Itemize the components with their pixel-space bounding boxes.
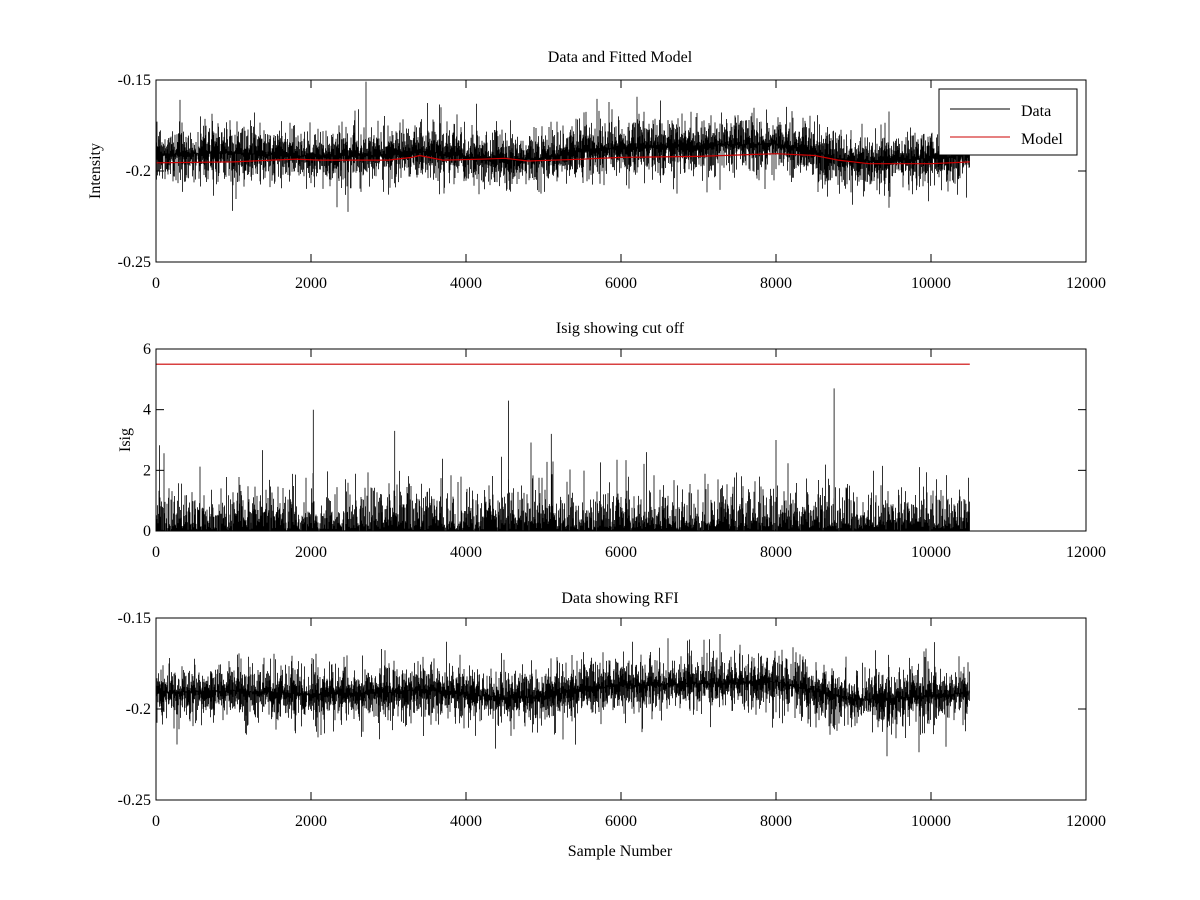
x-tick-label: 10000 <box>911 275 951 292</box>
x-tick-label: 8000 <box>760 544 792 561</box>
x-tick-label: 0 <box>152 813 160 830</box>
x-tick-label: 6000 <box>605 813 637 830</box>
subplot-3-ticks: 0 2000 4000 6000 8000 10000 12000 -0.15 -0.2 -0.2… <box>118 610 1106 830</box>
subplot-2-plot-area <box>155 363 970 531</box>
x-tick-label: 4000 <box>450 544 482 561</box>
series-data-trace <box>155 81 970 212</box>
subplot-1-plot-area <box>155 81 970 212</box>
x-tick-label: 12000 <box>1066 813 1106 830</box>
x-tick-label: 8000 <box>760 275 792 292</box>
subplot-2-axes-frame <box>155 348 1087 532</box>
x-tick-label: 8000 <box>760 813 792 830</box>
y-tick-label: -0.2 <box>126 701 151 718</box>
x-tick-label: 2000 <box>295 544 327 561</box>
series-isig-trace <box>155 388 970 531</box>
subplot-3-xlabel: Sample Number <box>568 843 673 860</box>
legend-model-label: Model <box>1021 131 1063 148</box>
x-tick-label: 12000 <box>1066 275 1106 292</box>
x-tick-label: 10000 <box>911 544 951 561</box>
y-tick-label: -0.15 <box>118 610 151 627</box>
subplot-3-title: Data showing RFI <box>561 590 678 607</box>
y-tick-label: 6 <box>143 341 151 358</box>
y-tick-label: -0.2 <box>126 163 151 180</box>
subplot-1-axes-frame <box>155 79 1087 263</box>
y-tick-label: 2 <box>143 462 151 479</box>
subplot-1-title: Data and Fitted Model <box>548 49 693 66</box>
subplot-data-and-fitted-model: Data and Fitted Model Intensity 0 2000 400… <box>87 49 1106 292</box>
series-model-line <box>155 153 970 165</box>
x-tick-label: 4000 <box>450 813 482 830</box>
subplot-3-axes-frame <box>155 617 1087 801</box>
legend-box <box>938 88 1078 156</box>
x-tick-label: 6000 <box>605 275 637 292</box>
x-tick-label: 12000 <box>1066 544 1106 561</box>
y-tick-label: -0.15 <box>118 72 151 89</box>
x-tick-label: 4000 <box>450 275 482 292</box>
subplot-2-title: Isig showing cut off <box>556 320 685 337</box>
subplot-isig-showing-cut-off: Isig showing cut off Isig 0 2000 4000 6000 8… <box>117 320 1106 561</box>
legend-data-label: Data <box>1021 103 1051 120</box>
x-tick-label: 10000 <box>911 813 951 830</box>
x-tick-label: 0 <box>152 275 160 292</box>
y-tick-label: 4 <box>143 402 151 419</box>
subplot-2-ylabel: Isig <box>117 428 134 452</box>
subplot-2-ticks: 0 2000 4000 6000 8000 10000 12000 0 2 4 6 <box>143 341 1106 561</box>
legend: Data Model <box>938 88 1078 156</box>
y-tick-label: -0.25 <box>118 792 151 809</box>
subplot-data-showing-rfi: Data showing RFI 0 2000 4000 6000 8000 10000 1… <box>118 590 1106 860</box>
y-tick-label: -0.25 <box>118 254 151 271</box>
y-tick-label: 0 <box>143 523 151 540</box>
subplot-3-plot-area <box>155 634 970 757</box>
x-tick-label: 2000 <box>295 275 327 292</box>
series-data-trace <box>155 634 970 757</box>
x-tick-label: 2000 <box>295 813 327 830</box>
subplot-1-ylabel: Intensity <box>87 143 104 199</box>
x-tick-label: 6000 <box>605 544 637 561</box>
x-tick-label: 0 <box>152 544 160 561</box>
